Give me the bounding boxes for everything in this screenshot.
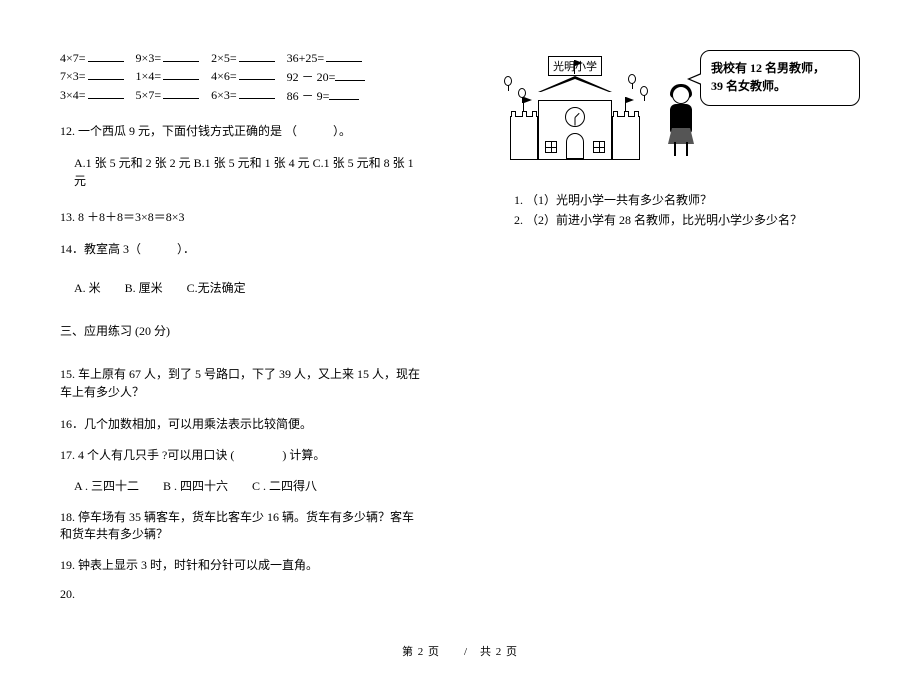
math-cell: 86 － 9=: [287, 87, 360, 104]
q12: 12. 一个西瓜 9 元，下面付钱方式正确的是 （ ）。 A.1 张 5 元和 …: [60, 122, 420, 190]
math-cell: 5×7=: [136, 87, 202, 104]
crenel: [511, 111, 537, 117]
illustration: 光明小学: [500, 50, 860, 170]
blank: [88, 68, 124, 80]
balloon-icon: [628, 74, 636, 84]
flag-icon: [523, 97, 524, 111]
expr: 6×3=: [211, 88, 237, 103]
q13: 13. 8 ＋8＋8＝3×8＝8×3: [60, 208, 420, 226]
math-grid: 4×7= 9×3= 2×5= 36+25= 7×3= 1×4= 4×6= 92 …: [60, 50, 420, 104]
flag-icon: [625, 97, 626, 111]
school-name-label: 光明小学: [548, 56, 602, 76]
math-cell: 1×4=: [136, 68, 202, 85]
expr: 4×6=: [211, 69, 237, 84]
q18: 18. 停车场有 35 辆客车，货车比客车少 16 辆。货车有多少辆？客车和货车…: [60, 508, 420, 542]
blank: [239, 50, 275, 62]
math-cell: 4×6=: [211, 68, 277, 85]
math-cell: 6×3=: [211, 87, 277, 104]
teacher-icon: [666, 80, 696, 160]
school-drawing: 光明小学: [500, 50, 652, 170]
expr: 7×3=: [60, 69, 86, 84]
right-questions: 1. （1）光明小学一共有多少名教师？ 2. （2）前进小学有 28 名教师，比…: [514, 190, 860, 231]
expr: 5×7=: [136, 88, 162, 103]
q14-options: A. 米 B. 厘米 C.无法确定: [74, 279, 420, 296]
blank: [335, 69, 365, 81]
q15: 15. 车上原有 67 人，到了 5 号路口，下了 39 人，又上来 15 人，…: [60, 365, 420, 401]
school-building-icon: [510, 90, 640, 160]
q12-text: 12. 一个西瓜 9 元，下面付钱方式正确的是 （ ）。: [60, 122, 420, 140]
speech-bubble: 我校有 12 名男教师， 39 名女教师。: [700, 50, 860, 106]
left-column: 4×7= 9×3= 2×5= 36+25= 7×3= 1×4= 4×6= 92 …: [60, 50, 420, 602]
q17-options: A . 三四十二 B . 四四十六 C . 二四得八: [74, 477, 420, 494]
blank: [239, 87, 275, 99]
roof-inner: [541, 79, 609, 92]
main-building: [538, 100, 612, 160]
q14-text: 14．教室高 3（ ）．: [60, 240, 420, 257]
blank: [163, 50, 199, 62]
math-cell: 36+25=: [287, 50, 365, 66]
math-cell: 92 － 20=: [287, 68, 366, 85]
blank: [163, 68, 199, 80]
q19: 19. 钟表上显示 3 时，时针和分针可以成一直角。: [60, 556, 420, 573]
blank: [329, 88, 359, 100]
math-cell: 9×3=: [136, 50, 202, 66]
q17: 17. 4 个人有几只手 ?可以用口诀 ( ) 计算。 A . 三四十二 B .…: [60, 446, 420, 494]
balloon-icon: [640, 86, 648, 96]
wing-right: [612, 116, 640, 160]
flag-icon: [574, 60, 575, 74]
math-row: 3×4= 5×7= 6×3= 86 － 9=: [60, 87, 420, 104]
head: [672, 86, 690, 104]
expr: 36+25=: [287, 51, 325, 66]
q12-options: A.1 张 5 元和 2 张 2 元 B.1 张 5 元和 1 张 4 元 C.…: [74, 154, 420, 190]
blank: [239, 68, 275, 80]
clock-icon: [565, 107, 585, 127]
expr: 2×5=: [211, 51, 237, 66]
legs: [674, 142, 688, 156]
page-footer: 第 2 页 / 共 2 页: [0, 643, 920, 659]
window-icon: [545, 141, 557, 153]
q16: 16．几个加数相加，可以用乘法表示比较简便。: [60, 415, 420, 432]
blank: [88, 87, 124, 99]
door-icon: [566, 133, 584, 159]
window-icon: [593, 141, 605, 153]
math-cell: 2×5=: [211, 50, 277, 66]
expr: 3×4=: [60, 88, 86, 103]
q20: 20.: [60, 587, 420, 602]
q14: 14．教室高 3（ ）． A. 米 B. 厘米 C.无法确定: [60, 240, 420, 296]
page-columns: 4×7= 9×3= 2×5= 36+25= 7×3= 1×4= 4×6= 92 …: [60, 50, 860, 602]
math-cell: 3×4=: [60, 87, 126, 104]
section-heading: 三、应用练习 (20 分): [60, 322, 420, 339]
expr: 86 － 9=: [287, 87, 330, 104]
right-column: 光明小学: [500, 50, 860, 602]
rq2: 2. （2）前进小学有 28 名教师，比光明小学少多少名？: [514, 210, 860, 230]
math-cell: 7×3=: [60, 68, 126, 85]
expr: 1×4=: [136, 69, 162, 84]
blank: [88, 50, 124, 62]
blank: [163, 87, 199, 99]
bubble-line2: 39 名女教师。: [711, 77, 849, 95]
balloon-icon: [504, 76, 512, 86]
q17-text: 17. 4 个人有几只手 ?可以用口诀 ( ) 计算。: [60, 446, 420, 463]
math-cell: 4×7=: [60, 50, 126, 66]
math-row: 4×7= 9×3= 2×5= 36+25=: [60, 50, 420, 66]
expr: 9×3=: [136, 51, 162, 66]
rq1: 1. （1）光明小学一共有多少名教师？: [514, 190, 860, 210]
blank: [326, 50, 362, 62]
crenel: [613, 111, 639, 117]
math-row: 7×3= 1×4= 4×6= 92 － 20=: [60, 68, 420, 85]
expr: 4×7=: [60, 51, 86, 66]
wing-left: [510, 116, 538, 160]
bubble-line1: 我校有 12 名男教师，: [711, 59, 849, 77]
speech-bubble-wrap: 我校有 12 名男教师， 39 名女教师。: [700, 50, 860, 170]
expr: 92 － 20=: [287, 68, 336, 85]
